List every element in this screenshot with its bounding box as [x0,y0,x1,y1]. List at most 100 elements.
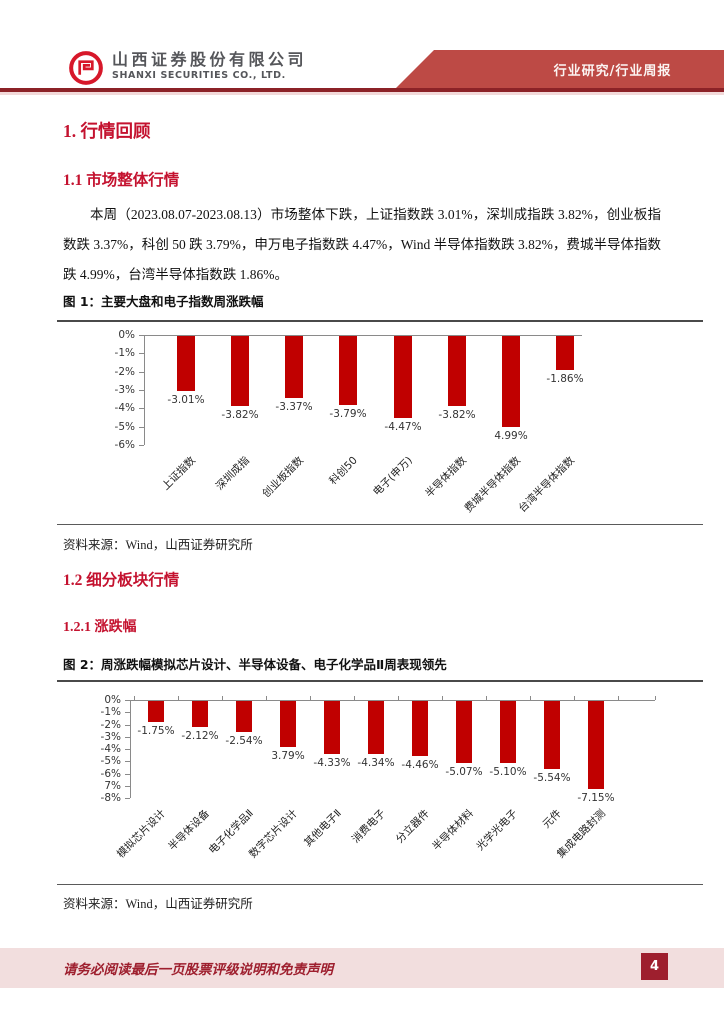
zero-line-tick [134,696,135,700]
bar-value-label: -4.47% [384,420,422,433]
y-axis-tick [139,408,144,410]
y-axis-tick-label: -6% [100,767,121,780]
subsection-title-sector: 1.2 细分板块行情 [63,572,180,589]
y-axis-tick [125,785,130,787]
header-divider [0,88,724,92]
bar-value-label: -3.82% [438,409,476,422]
report-type-banner: 行业研究/行业周报 [396,50,724,88]
zero-line-tick [178,696,179,700]
bar-value-label: -3.79% [329,408,367,421]
bar [231,336,249,407]
figure2-bottom-rule [57,884,703,885]
company-name-cn: 山西证券股份有限公司 [112,50,308,69]
bar [177,336,195,392]
y-axis-tick-label: -4% [114,402,135,415]
zero-line [145,335,582,336]
figure2-top-rule [57,680,703,682]
bar-value-label: -2.54% [225,735,263,748]
y-axis-tick [139,353,144,355]
bar-value-label: -2.12% [181,729,219,742]
bar [192,701,208,727]
bar-value-label: 4.99% [494,430,528,443]
bar-value-label: -5.07% [445,766,483,779]
y-axis-tick [125,761,130,763]
header-divider-accent [0,92,724,95]
bar-value-label: -1.75% [137,725,175,738]
y-axis-tick [125,700,130,701]
bar [412,701,428,756]
zero-line-tick [310,696,311,700]
bar [280,701,296,748]
bar-value-label: -4.33% [313,757,351,770]
bar [502,336,520,428]
y-axis-tick-label: -5% [114,420,135,433]
bar-value-label: -3.01% [167,394,205,407]
bar [285,336,303,398]
bar-value-label: -3.82% [221,409,259,422]
bar [368,701,384,755]
subsubsection-title-change: 1.2.1 涨跌幅 [63,620,137,635]
y-axis-tick [139,335,144,336]
bar [339,336,357,406]
bar-value-label: -7.15% [577,791,615,804]
y-axis-tick [125,749,130,750]
report-type-label: 行业研究/行业周报 [553,63,672,79]
y-axis-tick-label: -3% [100,730,121,743]
y-axis-tick-label: -2% [114,365,135,378]
y-axis-tick-label: -1% [114,347,135,360]
y-axis-tick-label: -8% [100,792,121,804]
y-axis-tick-label: -2% [100,718,121,731]
figure1-source: 资料来源：Wind，山西证券研究所 [63,538,253,552]
figure2-caption: 图 2：周涨跌幅模拟芯片设计、半导体设备、电子化学品Ⅱ周表现领先 [63,657,447,672]
y-axis-tick [139,389,144,391]
y-axis-tick [139,426,144,428]
bar [148,701,164,723]
bar-value-label: -4.46% [401,758,439,771]
chart-index-weekly-change: 0% -1% -2% -3% -4% -5% -6% -3.01% 上证指数 -3.82% 深圳成指… [63,326,661,524]
y-axis-tick-label: -6% [114,438,135,451]
y-axis-tick-label: -3% [114,383,135,396]
zero-line [131,700,655,701]
footer-band [0,948,724,988]
y-axis-tick [125,724,130,726]
bar-value-label: -5.54% [533,771,571,784]
y-axis-tick [125,736,130,738]
y-axis-tick-label: -4% [100,743,121,755]
company-name-block: 山西证券股份有限公司 SHANXI SECURITIES CO., LTD. [112,52,307,81]
bar-value-label: -3.37% [275,400,313,413]
y-axis-tick [125,773,130,775]
y-axis-line [130,700,131,798]
zero-line-tick [655,696,656,700]
category-label: 模拟芯片设计 [114,807,168,861]
page-number-badge: 4 [641,953,668,980]
bar-value-label: 3.79% [271,750,305,763]
y-axis-tick [139,371,144,373]
bar-value-label: -5.10% [489,766,527,779]
figure2-source: 资料来源：Wind，山西证券研究所 [63,897,253,911]
bar [556,336,574,371]
bar [236,701,252,733]
y-axis-line [144,335,145,445]
company-seal-icon [69,51,103,85]
y-axis-tick [125,712,130,714]
bar [394,336,412,418]
y-axis-tick-label: -1% [100,706,121,719]
footer-disclaimer: 请务必阅读最后一页股票评级说明和免责声明 [63,962,333,977]
y-axis-tick [139,444,144,446]
zero-line-tick [266,696,267,700]
chart-sector-weekly-change: 0% -1% -2% -3% -4% -5% -6% 7% -8% -1.75% 模拟芯片设计 -2.… [63,686,661,882]
zero-line-tick [398,696,399,700]
bar-value-label: -1.86% [546,373,584,386]
zero-line-tick [222,696,223,700]
section-title: 1. 行情回顾 [63,121,151,141]
zero-line-tick [618,696,619,700]
y-axis-tick [125,798,130,799]
bar-value-label: -4.34% [357,757,395,770]
y-axis-tick-label: 0% [104,694,121,706]
bar [588,701,604,789]
figure1-bottom-rule [57,524,703,525]
zero-line-tick [530,696,531,700]
zero-line-tick [574,696,575,700]
bar [544,701,560,769]
